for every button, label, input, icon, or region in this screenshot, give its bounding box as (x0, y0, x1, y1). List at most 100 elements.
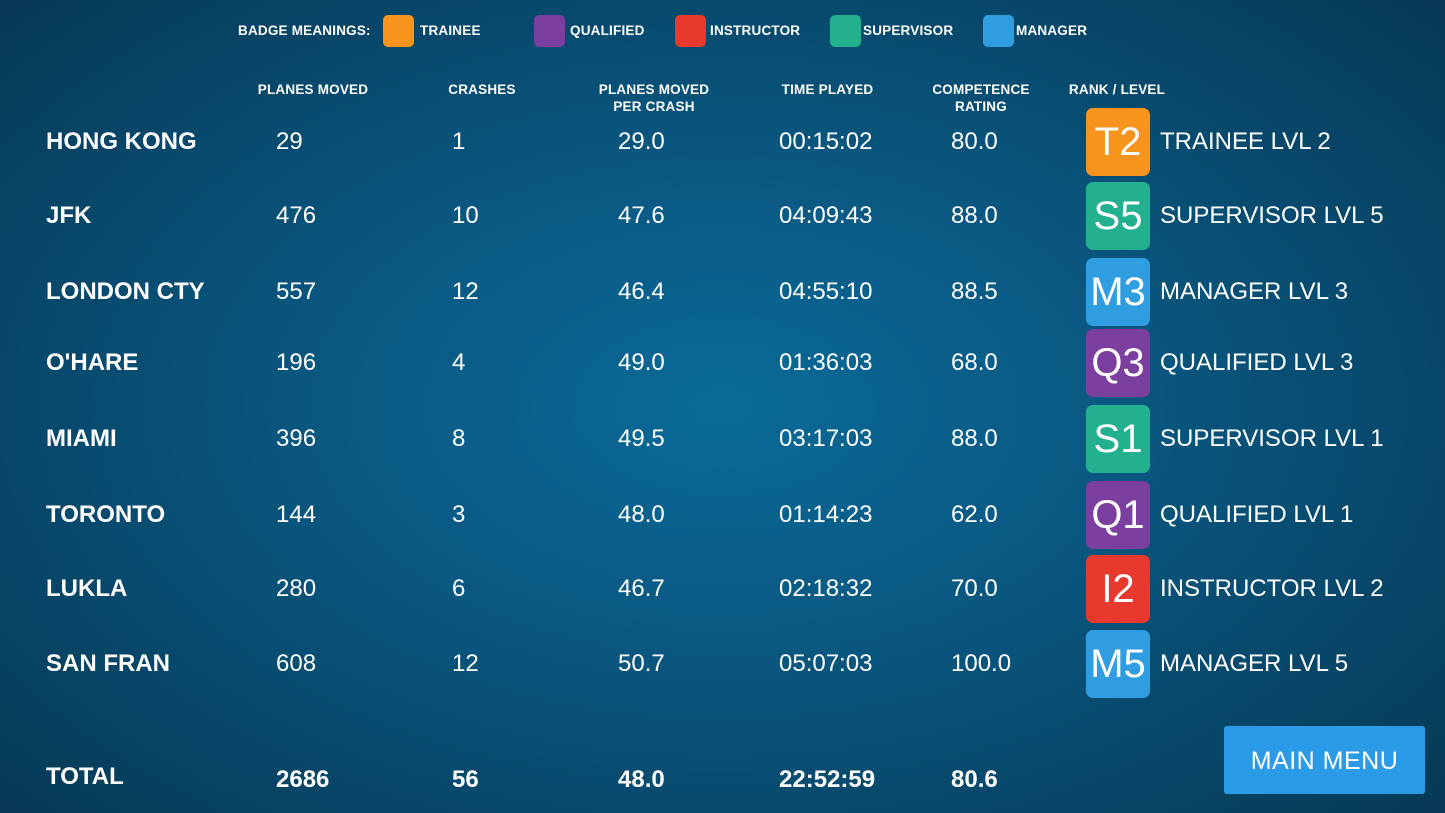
planes-per-crash-value: 49.5 (618, 425, 665, 452)
airport-name: LUKLA (46, 575, 128, 602)
header-planes-moved: PLANES MOVED (252, 81, 374, 98)
legend-label-supervisor: SUPERVISOR (863, 23, 954, 38)
competence-rating-value: 88.0 (951, 202, 998, 229)
table-row-ohare: O'HARE 196 4 49.0 01:36:03 68.0 Q3 QUALI… (0, 327, 1445, 397)
rank-badge: S5 (1086, 182, 1150, 250)
table-row-london-cty: LONDON CTY 557 12 46.4 04:55:10 88.5 M3 … (0, 256, 1445, 326)
rank-label: QUALIFIED LVL 3 (1160, 349, 1354, 376)
badge-legend: BADGE MEANINGS: TRAINEE QUALIFIED INSTRU… (0, 14, 1445, 48)
header-time-played-text: TIME PLAYED (781, 82, 874, 97)
airport-name: TORONTO (46, 501, 166, 528)
planes-moved-value: 396 (276, 425, 317, 452)
competence-rating-value: 88.5 (951, 278, 998, 305)
competence-rating-value: 68.0 (951, 349, 998, 376)
planes-per-crash-value: 48.0 (618, 501, 665, 528)
header-competence-line1: COMPETENCE (932, 82, 1030, 97)
planes-per-crash-value: 46.7 (618, 575, 665, 602)
planes-per-crash-value: 46.4 (618, 278, 665, 305)
crashes-value: 3 (452, 501, 466, 528)
total-planes-moved: 2686 (276, 766, 330, 793)
time-played-value: 01:14:23 (779, 501, 873, 528)
airport-name: MIAMI (46, 425, 117, 452)
rank-label: QUALIFIED LVL 1 (1160, 501, 1354, 528)
time-played-value: 04:09:43 (779, 202, 873, 229)
header-planes-per-crash-line1: PLANES MOVED (598, 82, 710, 97)
crashes-value: 12 (452, 650, 479, 677)
total-label: TOTAL (46, 763, 124, 790)
rank-badge: M5 (1086, 630, 1150, 698)
total-planes-per-crash: 48.0 (618, 766, 665, 793)
header-competence-rating: COMPETENCE RATING (926, 81, 1036, 115)
airport-name: LONDON CTY (46, 278, 205, 305)
table-row-jfk: JFK 476 10 47.6 04:09:43 88.0 S5 SUPERVI… (0, 180, 1445, 250)
planes-moved-value: 476 (276, 202, 317, 229)
header-competence-line2: RATING (955, 99, 1007, 114)
rank-badge: M3 (1086, 258, 1150, 326)
rank-label: MANAGER LVL 3 (1160, 278, 1349, 305)
header-crashes: CRASHES (432, 81, 532, 98)
header-planes-per-crash-line2: PER CRASH (613, 99, 695, 114)
time-played-value: 04:55:10 (779, 278, 873, 305)
planes-per-crash-value: 50.7 (618, 650, 665, 677)
total-time-played: 22:52:59 (779, 766, 876, 793)
rank-label: MANAGER LVL 5 (1160, 650, 1349, 677)
competence-rating-value: 100.0 (951, 650, 1012, 677)
legend-swatch-manager (983, 15, 1014, 47)
competence-rating-value: 88.0 (951, 425, 998, 452)
legend-label-trainee: TRAINEE (420, 23, 481, 38)
table-row-toronto: TORONTO 144 3 48.0 01:14:23 62.0 Q1 QUAL… (0, 479, 1445, 549)
table-row-hong-kong: HONG KONG 29 1 29.0 00:15:02 80.0 T2 TRA… (0, 106, 1445, 176)
planes-moved-value: 280 (276, 575, 317, 602)
airport-name: O'HARE (46, 349, 139, 376)
time-played-value: 02:18:32 (779, 575, 873, 602)
planes-moved-value: 144 (276, 501, 317, 528)
legend-title: BADGE MEANINGS: (238, 23, 371, 38)
planes-moved-value: 29 (276, 128, 303, 155)
competence-rating-value: 62.0 (951, 501, 998, 528)
rank-label: SUPERVISOR LVL 5 (1160, 202, 1384, 229)
rank-badge: Q1 (1086, 481, 1150, 549)
planes-moved-value: 196 (276, 349, 317, 376)
header-crashes-text: CRASHES (448, 82, 516, 97)
rank-label: SUPERVISOR LVL 1 (1160, 425, 1384, 452)
planes-moved-value: 608 (276, 650, 317, 677)
header-time-played: TIME PLAYED (770, 81, 885, 98)
crashes-value: 4 (452, 349, 466, 376)
crashes-value: 10 (452, 202, 479, 229)
crashes-value: 8 (452, 425, 466, 452)
rank-badge: Q3 (1086, 329, 1150, 397)
header-planes-moved-text: PLANES MOVED (257, 82, 369, 97)
total-crashes: 56 (452, 766, 479, 793)
legend-swatch-instructor (675, 15, 706, 47)
rank-badge: S1 (1086, 405, 1150, 473)
planes-moved-value: 557 (276, 278, 317, 305)
competence-rating-value: 80.0 (951, 128, 998, 155)
table-row-san-fran: SAN FRAN 608 12 50.7 05:07:03 100.0 M5 M… (0, 628, 1445, 698)
legend-swatch-supervisor (830, 15, 861, 47)
airport-name: SAN FRAN (46, 650, 170, 677)
time-played-value: 03:17:03 (779, 425, 873, 452)
planes-per-crash-value: 49.0 (618, 349, 665, 376)
airport-name: JFK (46, 202, 92, 229)
crashes-value: 6 (452, 575, 466, 602)
planes-per-crash-value: 47.6 (618, 202, 665, 229)
table-row-lukla: LUKLA 280 6 46.7 02:18:32 70.0 I2 INSTRU… (0, 553, 1445, 623)
rank-badge: I2 (1086, 555, 1150, 623)
header-planes-per-crash: PLANES MOVED PER CRASH (589, 81, 719, 115)
time-played-value: 05:07:03 (779, 650, 873, 677)
crashes-value: 12 (452, 278, 479, 305)
rank-badge: T2 (1086, 108, 1150, 176)
header-rank-level: RANK / LEVEL (1062, 81, 1172, 98)
legend-swatch-trainee (383, 15, 414, 47)
legend-label-qualified: QUALIFIED (570, 23, 645, 38)
competence-rating-value: 70.0 (951, 575, 998, 602)
legend-swatch-qualified (534, 15, 565, 47)
crashes-value: 1 (452, 128, 466, 155)
legend-label-instructor: INSTRUCTOR (710, 23, 801, 38)
legend-label-manager: MANAGER (1016, 23, 1088, 38)
main-menu-button[interactable]: MAIN MENU (1224, 726, 1425, 794)
total-row: TOTAL 2686 56 48.0 22:52:59 80.6 (0, 743, 1445, 813)
header-rank-level-text: RANK / LEVEL (1068, 82, 1166, 97)
rank-label: TRAINEE LVL 2 (1160, 128, 1331, 155)
time-played-value: 00:15:02 (779, 128, 873, 155)
